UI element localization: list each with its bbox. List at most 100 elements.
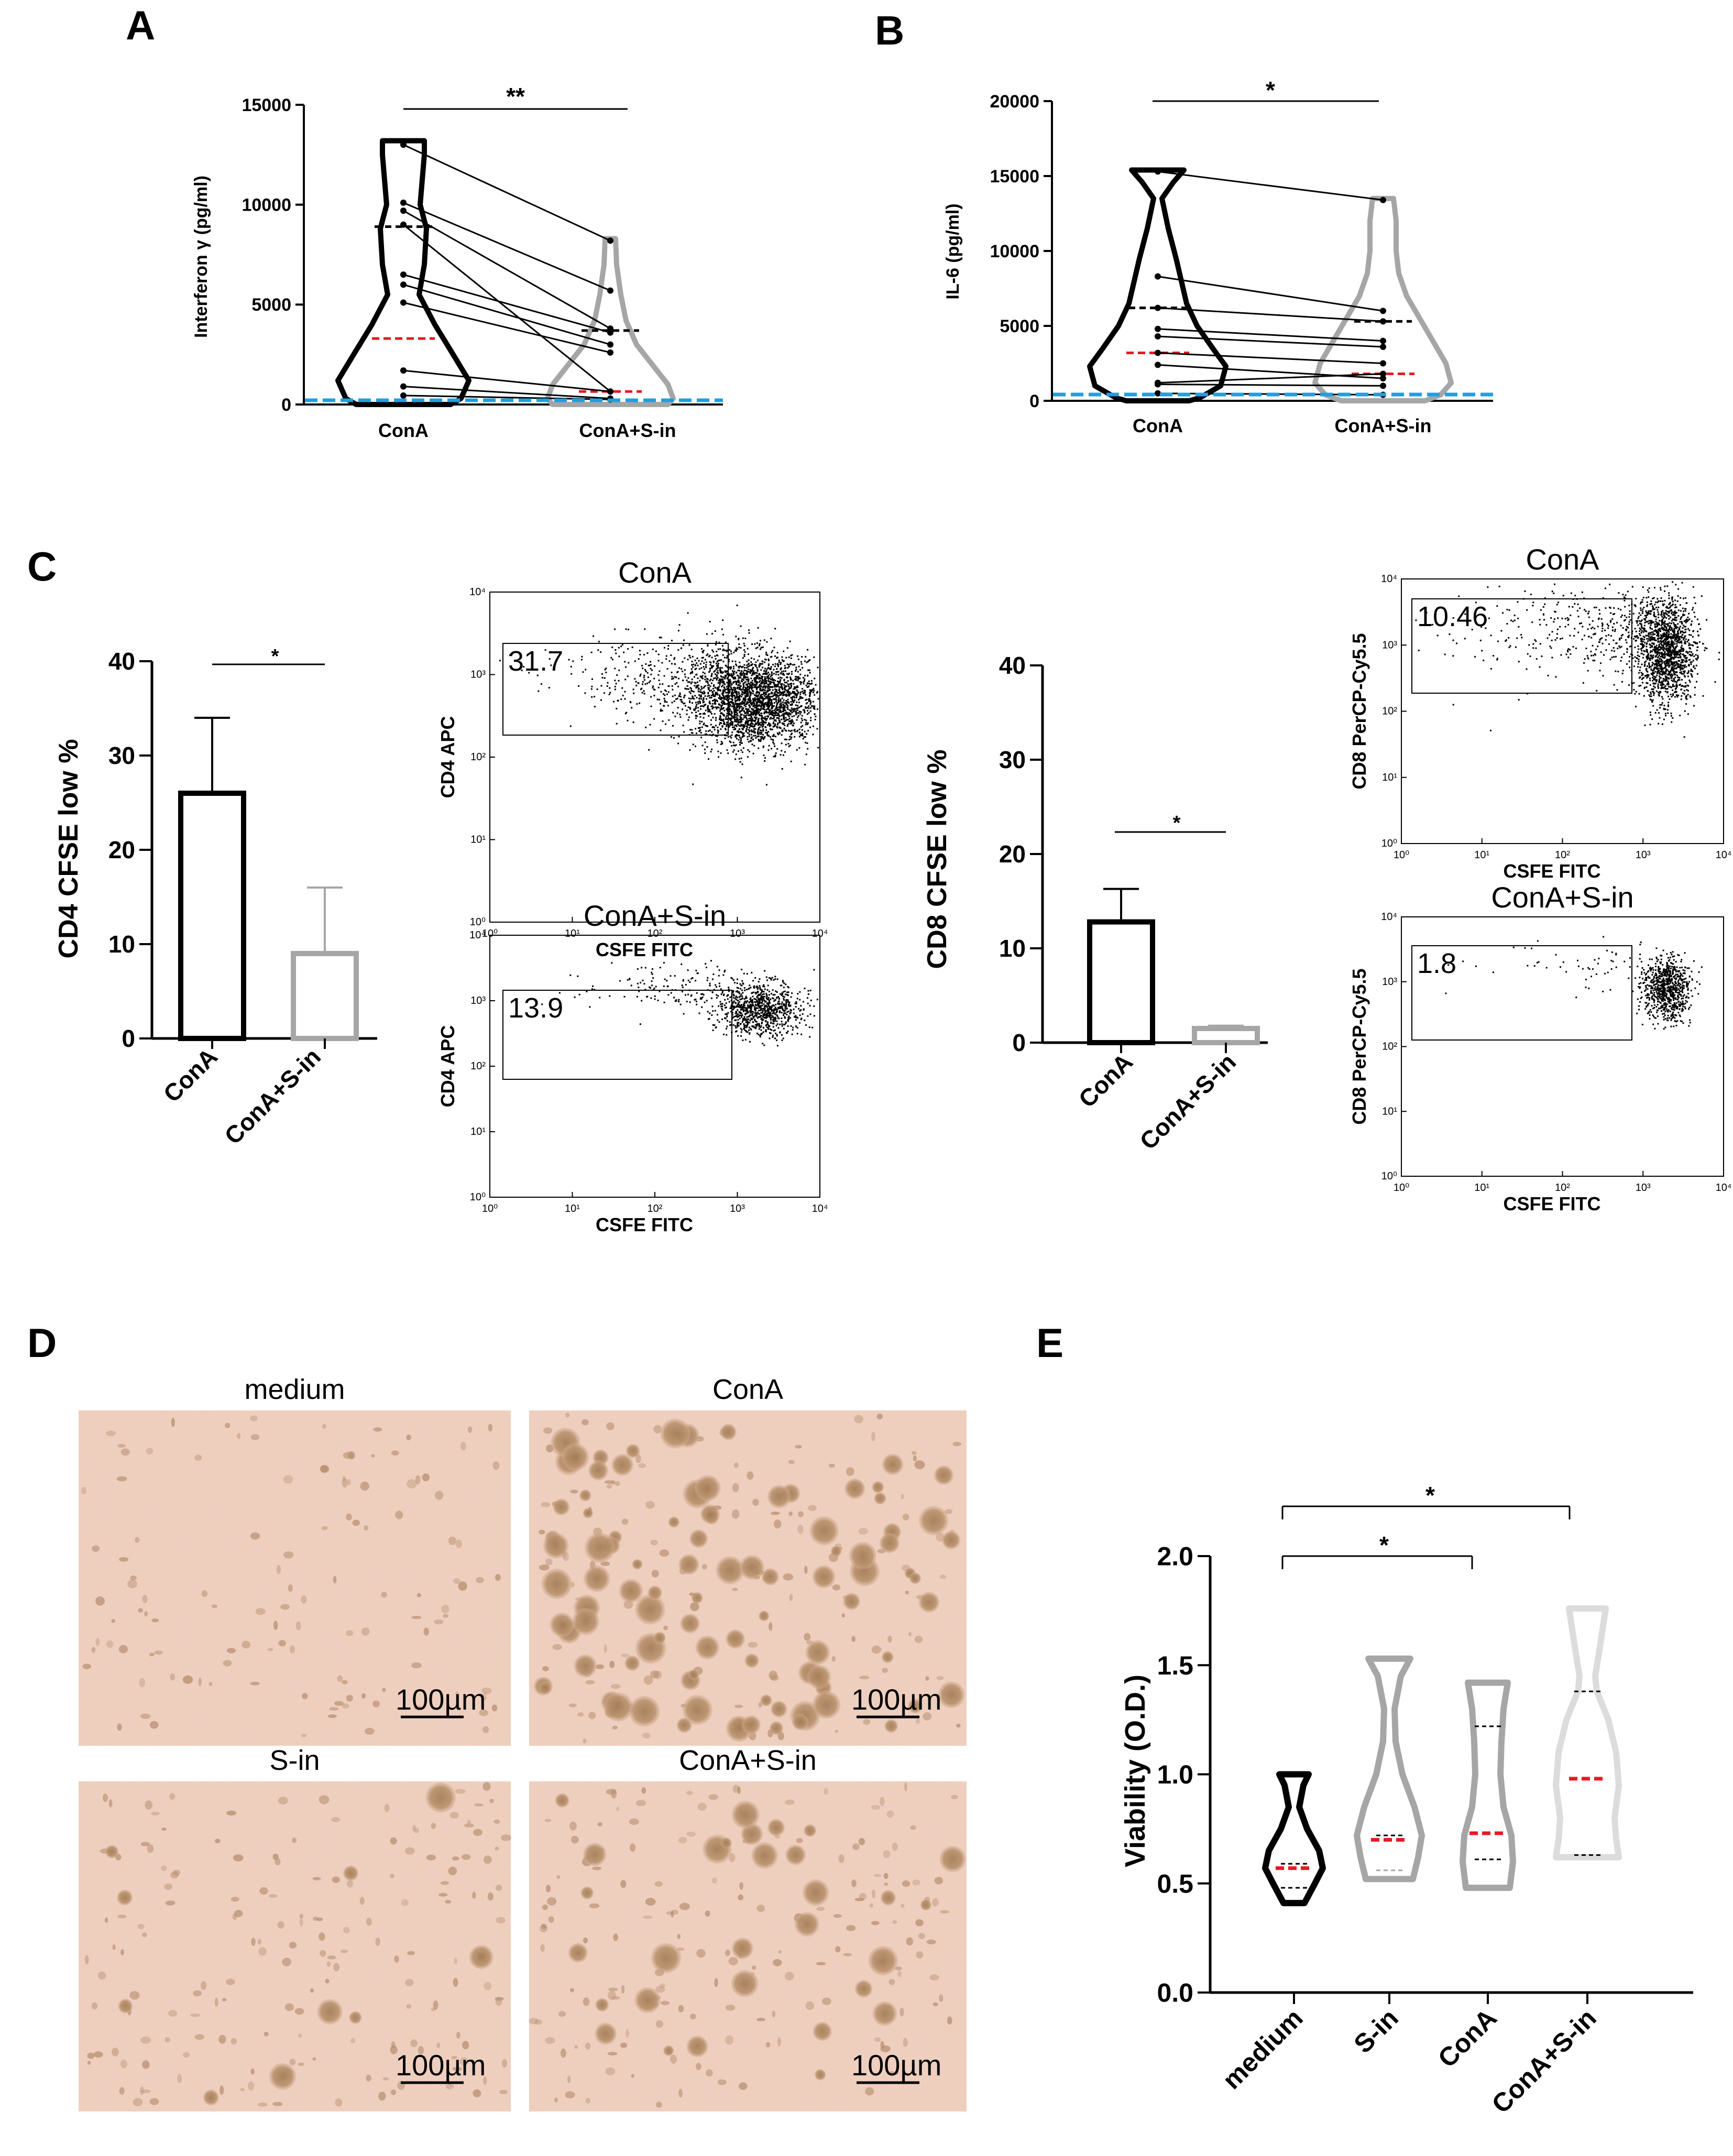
panel-e-ylabel: Viability (O.D.)	[1120, 1675, 1151, 1867]
panel-c-cd8-xlabel-conA: ConA	[1073, 1048, 1138, 1112]
flow-ytick-label: 10⁴	[469, 929, 486, 941]
data-point	[607, 287, 613, 294]
flow-xtick-label: 10⁴	[1716, 849, 1732, 861]
pair-line	[403, 386, 611, 400]
ytick-label: 15000	[242, 95, 291, 115]
data-point	[607, 237, 613, 244]
flow-ytick-label: 10⁰	[1381, 1170, 1397, 1182]
flow-title: ConA	[618, 556, 692, 589]
ytick-label: 0.0	[1157, 1978, 1193, 2008]
flow-xtick-label: 10²	[1555, 849, 1570, 861]
xtick-label: S-in	[1348, 2003, 1403, 2059]
data-point	[1380, 360, 1386, 367]
panel-c-cd8-ylabel: CD8 CFSE low %	[922, 750, 952, 969]
panel-c-cd4-xlabel-conA-s-in: ConA+S-in	[219, 1043, 326, 1150]
panel-b-xlabel-conA-s-in: ConA+S-in	[1335, 415, 1432, 436]
flow-title: ConA+S-in	[584, 899, 726, 932]
panel-letter-b: B	[875, 7, 904, 53]
panel-b-chart: 0 5000 10000 15000 20000 IL-6 (pg/ml) * ConA…	[943, 76, 1493, 436]
panel-e-violins	[1262, 1605, 1622, 2004]
scale-bar-label: 100µm	[851, 1683, 941, 1716]
micrograph: ConA+S-in 100µm	[529, 1745, 967, 2111]
micrograph-label: ConA+S-in	[679, 1745, 817, 1776]
flow-gate-value: 1.8	[1417, 948, 1456, 979]
panel-b-significance: *	[1266, 76, 1275, 104]
ytick-label: 1.0	[1157, 1760, 1193, 1789]
data-point	[1380, 318, 1386, 325]
flow-ytick-label: 10⁴	[469, 586, 486, 598]
pair-line	[1157, 170, 1384, 201]
flow-frame	[489, 592, 820, 923]
ytick-label: 20	[108, 836, 135, 863]
ytick-label: 40	[999, 652, 1026, 679]
pair-line	[1157, 373, 1384, 384]
pair-line	[1157, 307, 1384, 322]
data-point	[607, 349, 613, 356]
pair-line	[403, 210, 611, 330]
panel-c-cd8-significance: *	[1173, 812, 1181, 834]
ytick-label: 1.5	[1157, 1651, 1193, 1680]
ytick-label: 15000	[990, 167, 1039, 187]
data-point	[400, 281, 407, 288]
flow-xtick-label: 10¹	[1474, 849, 1489, 861]
flow-ytick-label: 10³	[1382, 976, 1397, 988]
data-point	[607, 341, 613, 348]
flow-xtick-label: 10²	[648, 1203, 663, 1214]
panel-a-yticks: 0 5000 10000 15000	[242, 95, 304, 415]
flow-ytick-label: 10¹	[1382, 1106, 1397, 1117]
flow-xlabel: CSFE FITC	[1504, 860, 1601, 882]
data-point	[1155, 333, 1161, 340]
flow-gate-value: 10.46	[1417, 601, 1488, 632]
bar	[291, 951, 359, 1041]
panel-a-significance: **	[506, 83, 525, 110]
flow-frame	[489, 935, 820, 1198]
pair-line	[403, 224, 611, 392]
violin	[1460, 1679, 1516, 1891]
xtick-label: ConA	[1432, 2003, 1502, 2073]
data-point	[400, 367, 407, 374]
violin	[1354, 1655, 1425, 1883]
panel-letter-a: A	[126, 2, 155, 48]
pair-line	[1157, 335, 1384, 348]
flow-ytick-label: 10¹	[1382, 772, 1397, 783]
flow-ylabel: CD8 PerCP-Cy5.5	[1348, 968, 1370, 1124]
flow-ytick-label: 10²	[470, 1060, 486, 1072]
data-point	[1155, 362, 1161, 368]
scale-bar-label: 100µm	[851, 2049, 941, 2082]
scale-bar-label: 100µm	[396, 1683, 486, 1716]
data-point	[1380, 196, 1386, 203]
micrograph: S-in 100µm	[79, 1745, 511, 2111]
flow-xtick-label: 10¹	[565, 1203, 580, 1214]
violin-conA	[1087, 167, 1229, 403]
flow-xlabel: CSFE FITC	[1504, 1193, 1601, 1214]
panel-c-cd4-yticks: 0 10 20 30 40	[108, 648, 152, 1052]
flow-xtick-label: 10⁰	[1394, 1182, 1409, 1194]
bar	[178, 791, 246, 1041]
flow-gate	[502, 643, 729, 736]
data-point	[1380, 344, 1386, 351]
panel-c-cd8-xlabel-conA-s-in: ConA+S-in	[1134, 1048, 1241, 1155]
ytick-label: 0	[1029, 391, 1039, 411]
flow-ytick-label: 10⁴	[1381, 911, 1397, 923]
data-point	[1380, 337, 1386, 344]
flow-events	[541, 960, 818, 1047]
panel-a-quartiles	[372, 225, 642, 393]
data-point	[400, 221, 407, 228]
ytick-label: 30	[999, 746, 1026, 773]
violin-conA-s-in	[545, 236, 676, 407]
flow-ylabel: CD4 APC	[437, 1025, 458, 1108]
panel-a-violins	[335, 138, 676, 407]
data-point	[400, 299, 407, 306]
flow-xtick-label: 10³	[730, 928, 745, 939]
micrograph: medium 100µm	[79, 1374, 511, 1746]
ytick-label: 5000	[251, 295, 291, 315]
data-point	[400, 141, 407, 148]
panel-a-pairs	[400, 141, 613, 403]
data-point	[400, 383, 407, 390]
flow-title: ConA+S-in	[1491, 881, 1633, 914]
data-point	[400, 271, 407, 278]
